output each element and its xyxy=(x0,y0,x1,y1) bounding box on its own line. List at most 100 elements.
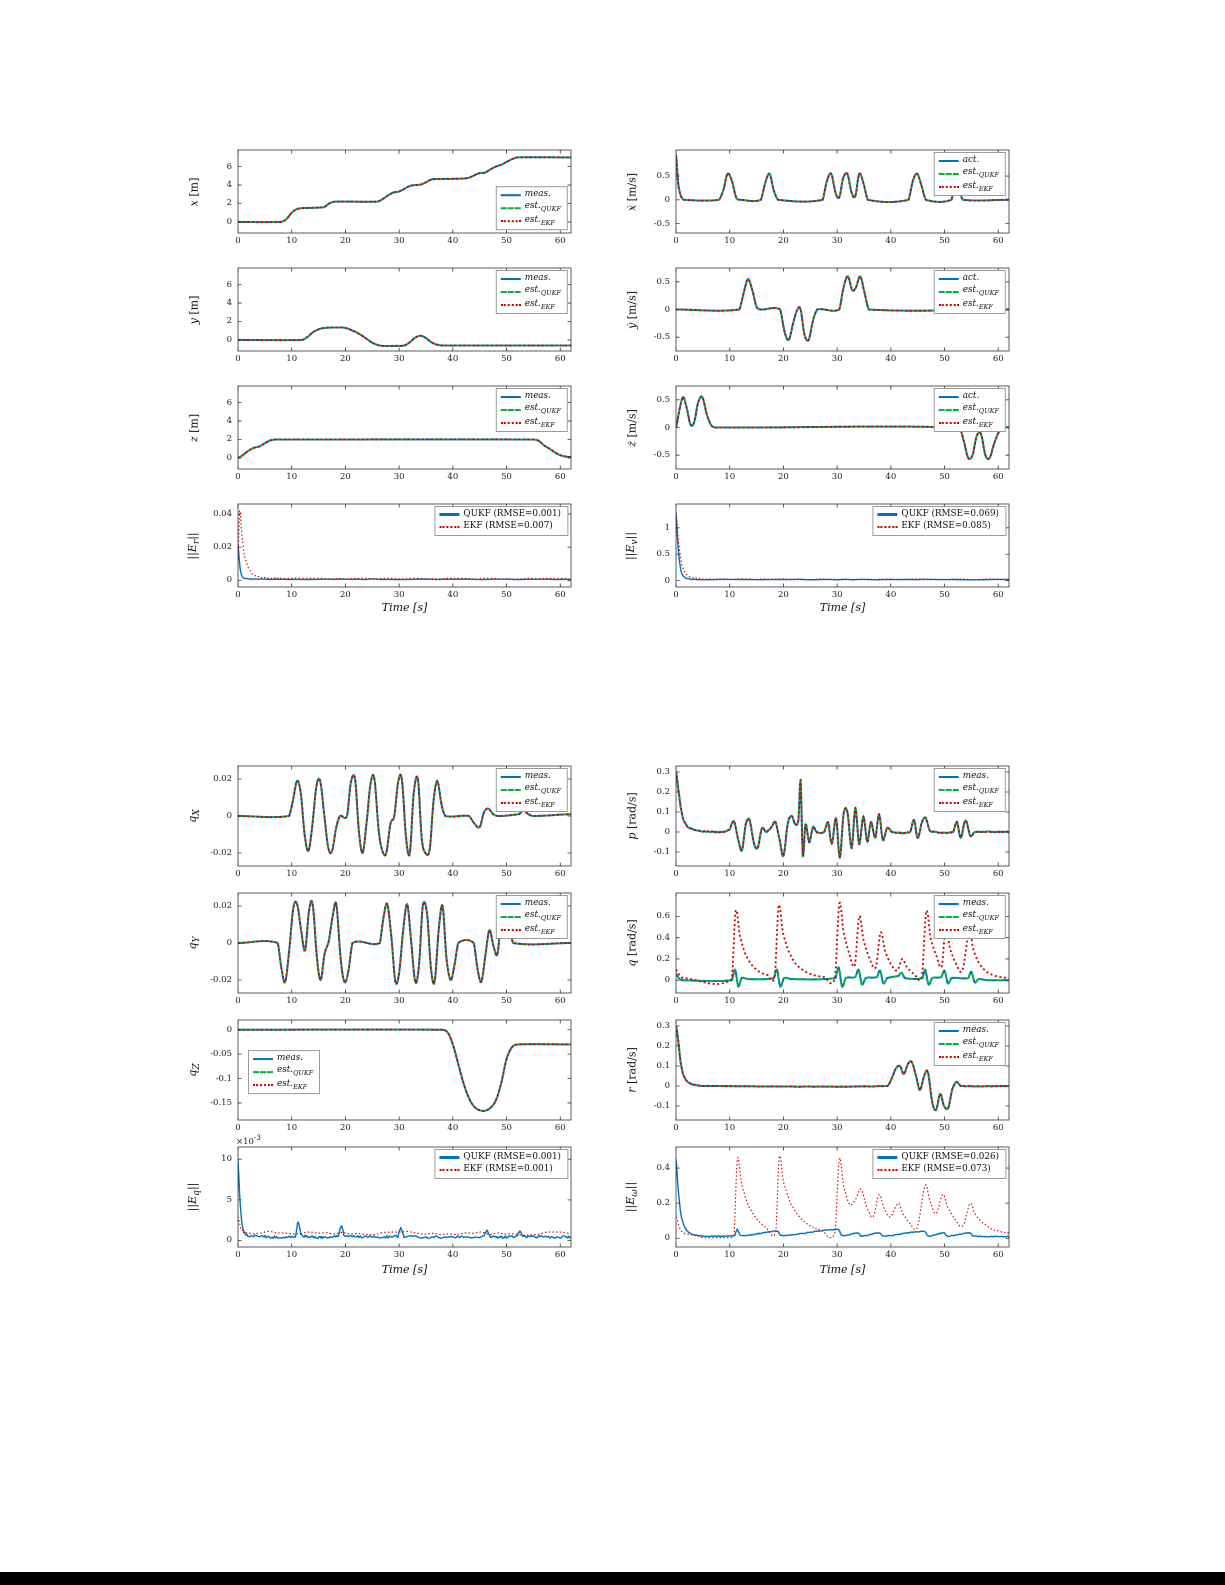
x-tick-label: 30 xyxy=(831,869,843,879)
y-tick-label: 0 xyxy=(664,304,670,315)
x-tick-label: 0 xyxy=(673,1123,679,1133)
y-axis-label: ẋ [m/s] xyxy=(625,172,639,211)
y-tick-label: 0.5 xyxy=(656,549,670,560)
x-tick-label: 60 xyxy=(992,236,1004,246)
x-tick-label: 0 xyxy=(235,869,241,879)
y-tick-label: 6 xyxy=(226,397,232,408)
legend-entry-label: meas. xyxy=(524,771,551,781)
y-tick-label: 2 xyxy=(226,198,232,209)
legend-entry: QUKF (RMSE=0.069) xyxy=(877,509,999,520)
y-tick-label: 0.1 xyxy=(656,1061,670,1071)
legend: meas. est.QUKF est.EKF xyxy=(495,388,568,432)
legend-line-sample xyxy=(253,1083,273,1086)
y-tick-label: 6 xyxy=(226,161,232,172)
legend-entry: est.EKF xyxy=(938,923,999,936)
x-tick-label: 60 xyxy=(554,472,566,482)
legend-entry-label: est.EKF xyxy=(524,416,555,429)
y-tick-label: 0.04 xyxy=(213,508,232,519)
y-tick-label: -0.5 xyxy=(653,218,670,229)
x-axis-title: Time [s] xyxy=(381,601,428,614)
x-tick-label: 20 xyxy=(777,590,789,600)
y-tick-label: 0.02 xyxy=(213,542,232,553)
x-tick-label: 10 xyxy=(724,1123,736,1133)
legend-entry-label: est.EKF xyxy=(962,923,993,936)
legend-entry: act. xyxy=(938,273,999,284)
x-tick-label: 0 xyxy=(673,236,679,246)
y-tick-label: 0 xyxy=(226,575,232,586)
legend-line-sample xyxy=(500,206,521,209)
x-tick-label: 0 xyxy=(673,996,679,1006)
legend-entry: est.EKF xyxy=(500,923,561,936)
legend-entry-label: est.QUKF xyxy=(962,910,999,923)
legend-entry-label: est.QUKF xyxy=(524,910,561,923)
y-axis-label: q [rad/s] xyxy=(625,919,639,967)
x-tick-label: 50 xyxy=(501,472,512,482)
legend-entry-label: est.EKF xyxy=(524,214,555,227)
x-tick-label: 10 xyxy=(724,590,736,600)
x-tick-label: 30 xyxy=(831,236,843,246)
y-tick-label: 2 xyxy=(226,316,232,327)
x-tick-label: 20 xyxy=(777,1250,789,1260)
legend-entry-label: meas. xyxy=(524,898,551,908)
y-axis-label: z [m] xyxy=(187,413,201,442)
x-tick-label: 60 xyxy=(554,1123,566,1133)
legend-entry: meas. xyxy=(938,898,999,909)
x-tick-label: 60 xyxy=(554,590,566,600)
x-tick-label: 0 xyxy=(235,590,241,600)
legend-entry: act. xyxy=(938,155,999,166)
legend-entry: est.QUKF xyxy=(500,783,561,795)
x-tick-label: 10 xyxy=(286,354,298,364)
y-tick-label: 4 xyxy=(226,180,232,191)
legend-line-sample xyxy=(938,159,959,162)
y-tick-label: 0.2 xyxy=(656,953,670,964)
legend-line-sample xyxy=(500,290,521,293)
legend-entry-label: est.EKF xyxy=(962,298,993,311)
legend-line-sample xyxy=(439,1156,460,1160)
x-tick-label: 10 xyxy=(724,472,736,482)
x-tick-label: 30 xyxy=(393,590,405,600)
legend-entry-label: meas. xyxy=(524,189,551,200)
x-tick-label: 60 xyxy=(992,1250,1004,1260)
legend-line-sample xyxy=(439,1169,460,1172)
legend-entry-label: act. xyxy=(962,273,980,283)
legend-entry: EKF (RMSE=0.001) xyxy=(439,1164,561,1175)
legend-line-sample xyxy=(877,1156,898,1160)
y-tick-label: 0 xyxy=(664,1081,670,1091)
legend-line-sample xyxy=(500,303,521,306)
y-tick-label: 0 xyxy=(664,975,670,986)
y-tick-label: 0 xyxy=(664,827,670,837)
x-tick-label: 30 xyxy=(831,472,843,482)
legend-line-sample xyxy=(500,395,521,398)
legend-entry: est.EKF xyxy=(253,1079,313,1091)
legend: QUKF (RMSE=0.001) EKF (RMSE=0.001) xyxy=(434,1149,568,1179)
legend-line-sample xyxy=(938,775,959,778)
legend-line-sample xyxy=(500,928,521,931)
legend-line-sample xyxy=(938,395,959,398)
x-tick-label: 10 xyxy=(286,472,298,482)
x-axis-title: Time [s] xyxy=(381,1263,428,1276)
x-tick-label: 30 xyxy=(831,996,843,1006)
y-axis-label: qY xyxy=(185,936,203,950)
legend-entry-label: est.QUKF xyxy=(962,403,999,416)
x-tick-label: 50 xyxy=(501,590,512,600)
legend-entry-label: est.EKF xyxy=(524,923,555,936)
legend-line-sample xyxy=(938,788,959,791)
legend-entry: meas. xyxy=(938,771,999,782)
legend-line-sample xyxy=(877,1169,898,1172)
legend-entry: est.QUKF xyxy=(500,403,561,415)
x-tick-label: 20 xyxy=(777,354,789,364)
legend: meas. est.QUKF est.EKF xyxy=(495,768,568,812)
x-tick-label: 60 xyxy=(992,590,1004,600)
legend-entry: act. xyxy=(938,391,999,402)
x-tick-label: 50 xyxy=(939,1250,950,1260)
x-tick-label: 50 xyxy=(939,236,950,246)
legend-entry-label: EKF (RMSE=0.073) xyxy=(901,1164,991,1175)
legend-entry: est.EKF xyxy=(938,1051,999,1063)
legend-entry: est.QUKF xyxy=(938,910,999,923)
legend-entry-label: est.EKF xyxy=(962,796,993,809)
legend: act. est.QUKF est.EKF xyxy=(933,388,1006,432)
y-tick-label: 2 xyxy=(226,434,232,445)
legend-entry: meas. xyxy=(253,1053,313,1064)
x-tick-label: 60 xyxy=(554,236,566,246)
y-tick-label: 0.6 xyxy=(656,911,670,922)
